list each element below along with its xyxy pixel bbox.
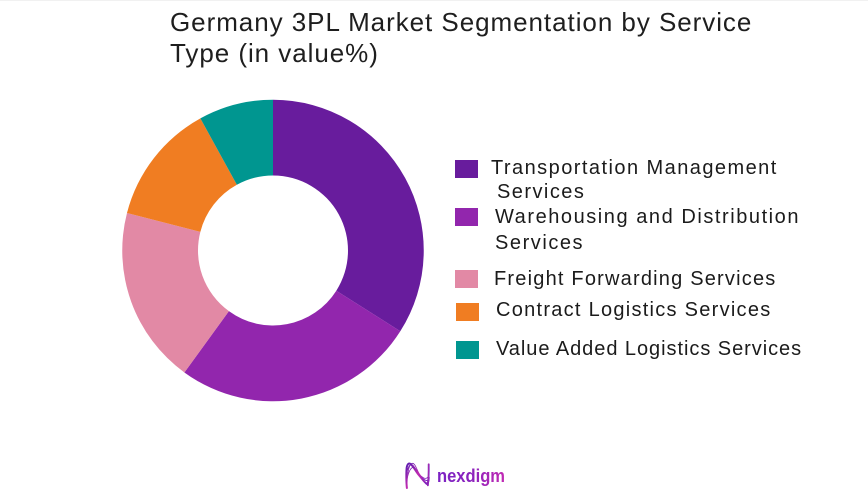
svg-text:nexdigm: nexdigm	[437, 466, 505, 486]
